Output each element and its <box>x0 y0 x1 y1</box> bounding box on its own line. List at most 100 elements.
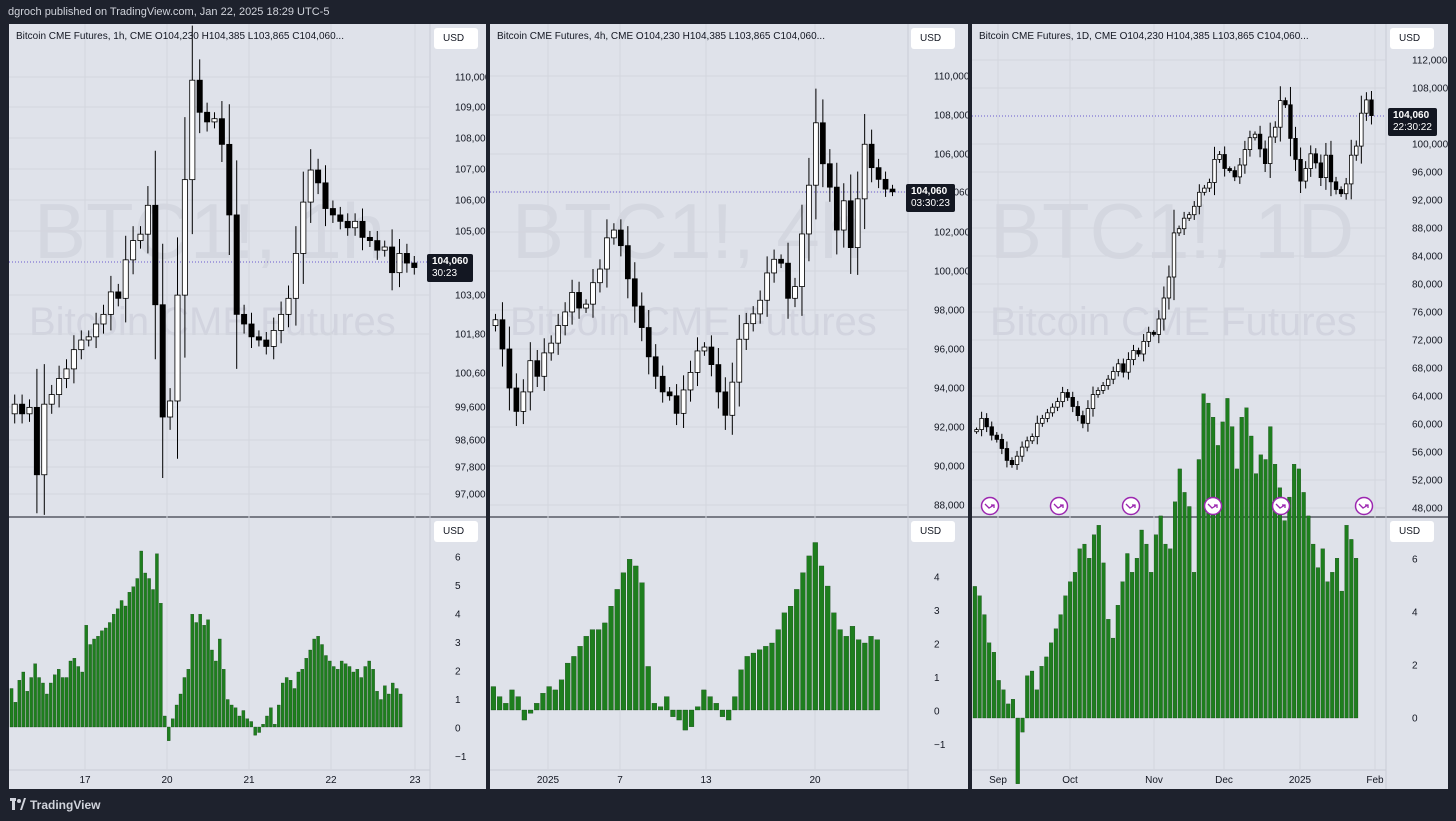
histogram-bar <box>1225 398 1230 719</box>
chart-svg-1d[interactable]: 112,000 108,000 100,000 96,000 92,000 88,000 8… <box>972 24 1448 789</box>
price-tick-label: 88,000 <box>1412 224 1443 235</box>
currency-button-histogram[interactable]: USD <box>911 521 955 542</box>
histogram-bar <box>33 663 37 728</box>
candle-body <box>1283 100 1288 106</box>
candle-body <box>1171 232 1177 278</box>
candle-body <box>722 391 729 416</box>
histogram-tick-label: 2 <box>934 640 940 651</box>
arrow-icon <box>1358 503 1369 509</box>
candle-body <box>743 323 750 340</box>
candle-body <box>833 186 840 231</box>
currency-button-histogram[interactable]: USD <box>1390 521 1434 542</box>
histogram-bar <box>37 677 41 728</box>
bar-countdown: 03:30:23 <box>911 198 950 209</box>
dividend-arrow-4 <box>1203 496 1223 516</box>
price-tick-label: 72,000 <box>1412 336 1443 347</box>
price-tick-label: 88,000 <box>934 501 965 512</box>
candle-body <box>1308 153 1313 169</box>
histogram-bar <box>583 636 589 711</box>
chart-svg-4h[interactable]: 110,000 108,000 106,000 104,060 102,000 100,0… <box>490 24 968 789</box>
histogram-tick-label: −1 <box>455 752 467 763</box>
histogram-bar <box>1172 501 1178 719</box>
histogram-bar <box>1039 666 1044 719</box>
candle-body <box>1288 104 1293 139</box>
candle-body <box>1257 133 1263 150</box>
time-tick-label: Sep <box>989 775 1007 786</box>
histogram-bar <box>1068 581 1073 719</box>
candle-body <box>396 253 403 274</box>
candle-body <box>278 313 285 331</box>
histogram-bar <box>186 669 191 728</box>
candle-body <box>701 346 708 352</box>
histogram-bar <box>1335 558 1340 719</box>
histogram-bar <box>738 669 744 711</box>
histogram-bar <box>1187 506 1192 719</box>
histogram-bar <box>1292 464 1297 719</box>
candle-body <box>1323 154 1329 178</box>
candle-body <box>492 319 499 326</box>
candle-body <box>300 201 307 254</box>
dividend-mark-circle[interactable] <box>1121 496 1141 516</box>
candle-body <box>85 336 92 341</box>
dividend-mark-circle[interactable] <box>1354 496 1374 516</box>
histogram-tick-label: 4 <box>455 610 461 621</box>
candle-body <box>1298 158 1303 182</box>
price-tick-label: 96,000 <box>934 345 965 356</box>
histogram-bar <box>68 660 73 728</box>
histogram-bar <box>72 658 77 728</box>
dividend-mark-circle[interactable] <box>1049 496 1069 516</box>
dividend-mark-circle[interactable] <box>1271 496 1291 516</box>
chart-svg-1h[interactable]: 110,000 109,000 108,000 107,000 106,000 105,0… <box>9 24 486 789</box>
histogram-bar <box>769 642 775 711</box>
candle-body <box>189 79 196 181</box>
candle-body <box>1075 406 1080 417</box>
histogram-bar <box>265 715 269 728</box>
histogram-bar <box>57 669 61 728</box>
price-tick-label: 100,000 <box>1412 140 1448 151</box>
histogram-bar <box>651 703 657 711</box>
candle-body <box>1227 168 1232 171</box>
price-tick-label: 110,000 <box>455 73 486 84</box>
price-tick-label: 106,000 <box>455 196 486 207</box>
candle-body <box>1080 415 1086 424</box>
candle-body <box>1278 100 1283 128</box>
candle-body <box>226 143 233 216</box>
histogram-bar <box>383 685 387 728</box>
candle-body <box>122 259 129 299</box>
histogram-bar <box>379 699 383 728</box>
currency-button[interactable]: USD <box>911 28 955 49</box>
currency-button[interactable]: USD <box>1390 28 1434 49</box>
histogram-bar <box>359 677 363 728</box>
arrow-icon <box>1053 503 1064 509</box>
candle-body <box>1004 448 1010 461</box>
candle-body <box>322 182 329 209</box>
candle-body <box>534 360 541 377</box>
candle-body <box>100 313 107 325</box>
candle-body <box>1100 385 1106 391</box>
currency-button-histogram[interactable]: USD <box>434 521 478 542</box>
histogram-bar <box>1087 558 1092 719</box>
histogram-bar <box>1287 496 1292 719</box>
dividend-mark-circle[interactable] <box>980 496 1000 516</box>
price-tick-label: 92,000 <box>934 423 965 434</box>
time-tick-label: 17 <box>79 775 91 786</box>
candle-body <box>19 403 26 415</box>
candle-body <box>70 349 77 370</box>
histogram-bar <box>515 696 521 711</box>
histogram-tick-label: 6 <box>1412 555 1418 566</box>
chart-panel-1h[interactable]: BTC1!, 1h Bitcoin CME Futures 110,000109… <box>9 24 486 789</box>
histogram-bar <box>825 585 831 711</box>
watermark-name: Bitcoin CME Futures <box>990 300 1357 344</box>
candle-body <box>1019 446 1025 457</box>
chart-panel-4h[interactable]: BTC1!, 4h Bitcoin CME Futures 110,000 108… <box>490 24 968 789</box>
histogram-bar <box>1034 689 1039 719</box>
candle-body <box>974 429 979 433</box>
chart-panel-1d[interactable]: BTC1!, 1D Bitcoin CME Futures 112,000 108… <box>972 24 1448 789</box>
histogram-tick-label: 5 <box>455 581 461 592</box>
histogram-bar <box>100 630 104 728</box>
histogram-bar <box>127 592 132 728</box>
currency-button[interactable]: USD <box>434 28 478 49</box>
histogram-bar <box>509 689 515 711</box>
candle-body <box>403 253 410 264</box>
dividend-mark-circle[interactable] <box>1203 496 1223 516</box>
